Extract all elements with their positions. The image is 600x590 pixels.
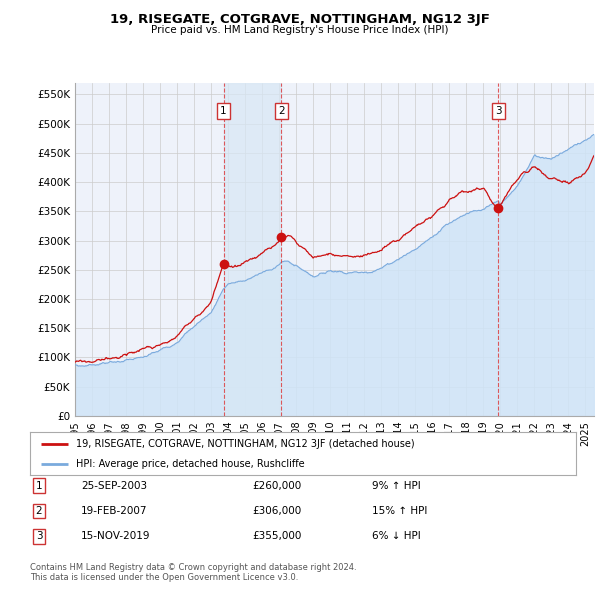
Text: 2: 2 xyxy=(35,506,43,516)
Text: 3: 3 xyxy=(495,106,502,116)
Text: 15-NOV-2019: 15-NOV-2019 xyxy=(81,532,151,541)
Text: 1: 1 xyxy=(220,106,227,116)
Text: 1: 1 xyxy=(35,481,43,490)
Text: 6% ↓ HPI: 6% ↓ HPI xyxy=(372,532,421,541)
Text: 25-SEP-2003: 25-SEP-2003 xyxy=(81,481,147,490)
Text: 3: 3 xyxy=(35,532,43,541)
Text: 19-FEB-2007: 19-FEB-2007 xyxy=(81,506,148,516)
Text: Contains HM Land Registry data © Crown copyright and database right 2024.
This d: Contains HM Land Registry data © Crown c… xyxy=(30,563,356,582)
Text: 15% ↑ HPI: 15% ↑ HPI xyxy=(372,506,427,516)
Text: HPI: Average price, detached house, Rushcliffe: HPI: Average price, detached house, Rush… xyxy=(76,459,305,469)
Text: 9% ↑ HPI: 9% ↑ HPI xyxy=(372,481,421,490)
Text: 19, RISEGATE, COTGRAVE, NOTTINGHAM, NG12 3JF (detached house): 19, RISEGATE, COTGRAVE, NOTTINGHAM, NG12… xyxy=(76,440,415,450)
Bar xyxy=(224,83,281,416)
Text: Price paid vs. HM Land Registry's House Price Index (HPI): Price paid vs. HM Land Registry's House … xyxy=(151,25,449,35)
Text: 19, RISEGATE, COTGRAVE, NOTTINGHAM, NG12 3JF: 19, RISEGATE, COTGRAVE, NOTTINGHAM, NG12… xyxy=(110,13,490,26)
Text: 2: 2 xyxy=(278,106,285,116)
Text: £306,000: £306,000 xyxy=(252,506,301,516)
Text: £260,000: £260,000 xyxy=(252,481,301,490)
Text: £355,000: £355,000 xyxy=(252,532,301,541)
